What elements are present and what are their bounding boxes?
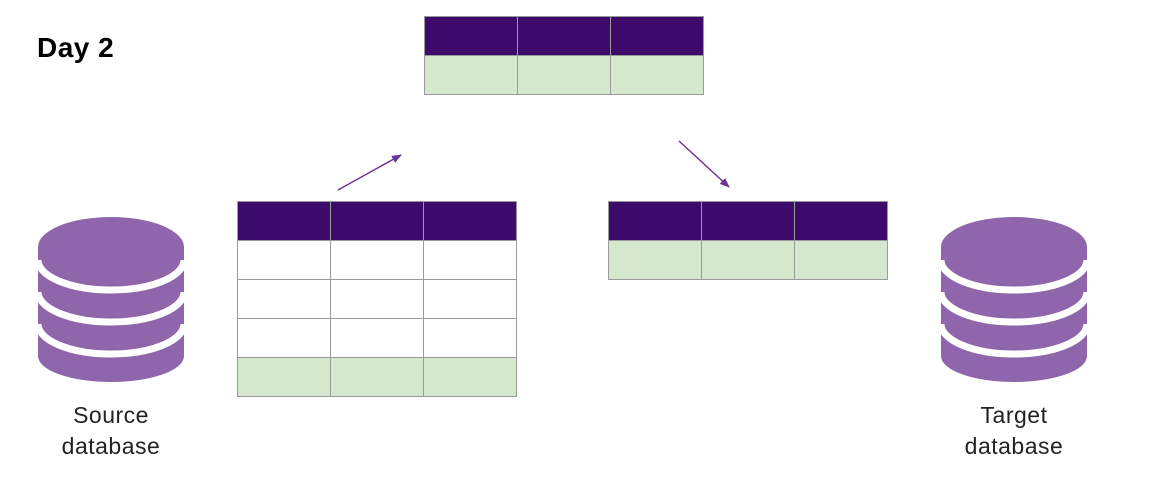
source-label-line2: database — [61, 433, 161, 459]
table-header-row — [424, 16, 704, 56]
table-header-row — [237, 201, 517, 241]
source-database-icon — [34, 217, 188, 382]
table-cell — [423, 240, 517, 280]
header-cell — [608, 201, 702, 241]
header-cell — [237, 201, 331, 241]
source-database-label: Source database — [21, 400, 201, 462]
target-database-icon — [937, 217, 1091, 382]
table-total-row — [424, 55, 704, 95]
table-cell — [330, 240, 424, 280]
header-cell — [517, 16, 611, 56]
total-cell — [794, 240, 888, 280]
total-cell — [237, 357, 331, 397]
total-cell — [517, 55, 611, 95]
total-cell — [610, 55, 704, 95]
target-label-line1: Target — [980, 402, 1048, 428]
total-cell — [423, 357, 517, 397]
header-cell — [423, 201, 517, 241]
table-row — [237, 318, 517, 358]
header-cell — [424, 16, 518, 56]
header-cell — [701, 201, 795, 241]
table-row — [237, 279, 517, 319]
table-header-row — [608, 201, 888, 241]
total-cell — [330, 357, 424, 397]
source-table — [237, 201, 517, 397]
table-row — [237, 240, 517, 280]
top-table — [424, 16, 704, 95]
arrow-up-icon — [337, 154, 402, 191]
table-cell — [237, 240, 331, 280]
source-label-line1: Source — [73, 402, 149, 428]
table-cell — [330, 279, 424, 319]
total-cell — [608, 240, 702, 280]
target-label-line2: database — [964, 433, 1064, 459]
table-total-row — [237, 357, 517, 397]
table-cell — [423, 318, 517, 358]
header-cell — [610, 16, 704, 56]
table-total-row — [608, 240, 888, 280]
table-cell — [237, 318, 331, 358]
header-cell — [330, 201, 424, 241]
header-cell — [794, 201, 888, 241]
table-cell — [330, 318, 424, 358]
table-cell — [237, 279, 331, 319]
total-cell — [701, 240, 795, 280]
target-database-label: Target database — [924, 400, 1104, 462]
diagram-title: Day 2 — [37, 32, 115, 63]
table-cell — [423, 279, 517, 319]
arrow-down-icon — [678, 140, 730, 188]
target-table — [608, 201, 888, 280]
total-cell — [424, 55, 518, 95]
